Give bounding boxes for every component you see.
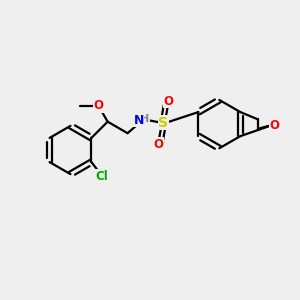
Text: O: O: [94, 99, 103, 112]
Text: H: H: [140, 114, 149, 124]
Text: Cl: Cl: [95, 170, 108, 183]
Text: S: S: [158, 116, 168, 130]
Text: O: O: [153, 138, 163, 151]
Text: O: O: [269, 119, 279, 132]
Text: N: N: [134, 114, 144, 127]
Text: O: O: [164, 94, 174, 108]
